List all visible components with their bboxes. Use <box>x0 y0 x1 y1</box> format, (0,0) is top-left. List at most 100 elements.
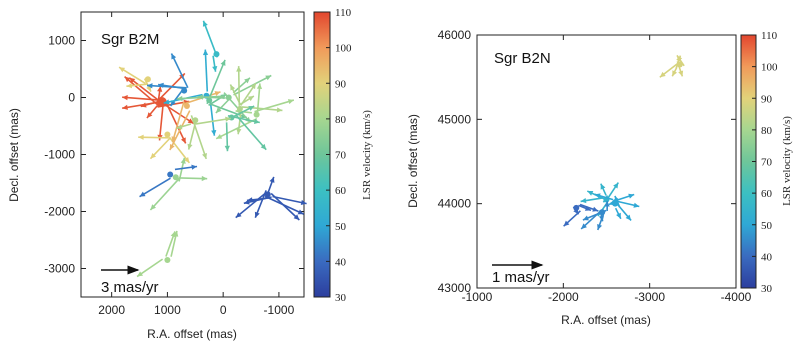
vector-arrowhead <box>214 91 221 97</box>
vector-arrowhead <box>236 66 242 72</box>
vector-arrowhead <box>676 55 683 62</box>
colorbar-tick-label: 110 <box>335 7 352 19</box>
x-tick-label: -4000 <box>721 290 752 304</box>
x-tick-label: 0 <box>220 303 227 317</box>
colorbar-tick-label: 40 <box>761 251 773 263</box>
y-tick-label: -1000 <box>44 148 75 162</box>
vector-arrowhead <box>202 20 208 27</box>
vector-arrowhead <box>616 212 621 219</box>
colorbar-tick-label: 40 <box>335 256 347 268</box>
colorbar-tick-label: 50 <box>761 220 773 232</box>
vector-arrowhead <box>170 231 176 238</box>
velocity-vector <box>158 106 164 141</box>
vector-arrowhead <box>215 107 222 114</box>
velocity-vector <box>202 20 219 58</box>
vector-arrowhead <box>244 77 250 84</box>
vector-arrowhead <box>225 116 231 122</box>
x-tick-label: -3000 <box>634 290 665 304</box>
colorbar-tick-label: 80 <box>761 125 773 137</box>
vector-arrowhead <box>202 49 209 56</box>
vector-arrowhead <box>592 206 599 212</box>
colorbar-ticks-b2n: 30 40 50 60 70 80 90 100 110 <box>752 30 778 295</box>
vector-arrowhead <box>287 99 294 105</box>
vector-arrowhead <box>604 201 610 207</box>
vector-arrowhead <box>300 199 307 206</box>
y-tick-label: 0 <box>68 91 75 105</box>
colorbar-label-b2m: LSR velocity (km/s) <box>361 110 373 200</box>
vector-arrowhead <box>216 133 223 139</box>
x-axis-label-b2n: R.A. offset (mas) <box>561 313 651 327</box>
vector-arrowhead <box>122 104 128 110</box>
vector-arrowhead <box>600 183 606 190</box>
maser-spot <box>573 204 580 211</box>
panel-title-b2m: Sgr B2M <box>101 31 159 48</box>
colorbar-tick-label: 90 <box>761 93 773 105</box>
velocity-vector <box>204 49 209 92</box>
vector-arrowhead <box>129 77 136 84</box>
vector-arrowhead <box>169 144 175 151</box>
colorbar-tick-label: 90 <box>335 78 347 90</box>
vector-arrowhead <box>248 106 255 111</box>
vector-arrowhead <box>201 175 208 182</box>
x-tick-label: -1000 <box>462 290 493 304</box>
vector-arrowhead <box>137 271 144 277</box>
vector-arrowhead <box>176 124 183 130</box>
velocity-vector <box>164 100 187 144</box>
colorbar-tick-label: 50 <box>335 221 347 233</box>
maser-spot <box>183 103 190 110</box>
plot-frame-b2n <box>476 34 737 289</box>
vector-arrowhead <box>230 84 236 91</box>
colorbar-ticks-b2m: 30 40 50 60 70 80 90 100 110 <box>326 7 352 304</box>
vector-arrowhead <box>580 197 587 204</box>
vector-arrowhead <box>139 191 146 197</box>
vector-arrowhead <box>184 157 190 163</box>
vector-arrowhead <box>146 83 153 89</box>
vector-arrowhead <box>124 76 131 83</box>
colorbar-tick-label: 60 <box>761 188 773 200</box>
velocity-vector <box>124 76 160 107</box>
vector-arrowhead <box>180 157 186 164</box>
y-tick-label: -3000 <box>44 262 75 276</box>
vector-arrowhead <box>253 118 260 124</box>
vector-arrowhead <box>293 214 300 221</box>
velocity-vector <box>235 114 267 151</box>
vector-arrowhead <box>122 95 128 101</box>
vector-arrowhead <box>211 130 217 136</box>
velocity-vector <box>128 77 162 104</box>
vector-arrowhead <box>581 223 587 229</box>
vector-arrowhead <box>150 204 157 210</box>
maser-spot <box>192 117 199 124</box>
maser-spot <box>164 131 171 138</box>
vector-arrowhead <box>176 95 183 102</box>
vector-arrowhead <box>269 176 275 183</box>
vector-arrowhead <box>191 164 198 170</box>
velocity-vector <box>139 177 171 198</box>
colorbar-tick-label: 100 <box>335 43 352 55</box>
vector-arrowhead <box>158 82 164 88</box>
velocity-vector <box>264 195 305 215</box>
x-tick-label: -1000 <box>264 303 295 317</box>
y-tick-label: 46000 <box>438 28 472 42</box>
vector-arrowhead <box>163 99 170 105</box>
velocity-vector <box>237 66 241 106</box>
vector-arrowhead <box>157 86 163 92</box>
vector-arrowhead <box>582 215 589 221</box>
maser-spot <box>264 191 271 198</box>
y-tick-label: 1000 <box>48 34 75 48</box>
maser-spot <box>599 209 606 216</box>
maser-spot <box>225 94 232 101</box>
vector-arrowhead <box>138 134 144 140</box>
velocity-vector <box>170 53 189 89</box>
vector-arrowhead <box>678 70 684 77</box>
maser-spot <box>144 76 151 83</box>
vector-arrowhead <box>187 143 193 150</box>
colorbar-tick-label: 60 <box>335 185 347 197</box>
velocity-vector <box>215 117 258 140</box>
y-axis-label-b2m: Decl. offset (mas) <box>7 108 21 202</box>
vector-arrowhead <box>613 182 619 189</box>
vector-arrowhead <box>212 66 218 72</box>
vector-arrowhead <box>659 71 666 78</box>
vector-arrowhead <box>171 53 177 60</box>
colorbar-tick-label: 70 <box>335 150 347 162</box>
plot-frame-b2m <box>80 11 305 298</box>
